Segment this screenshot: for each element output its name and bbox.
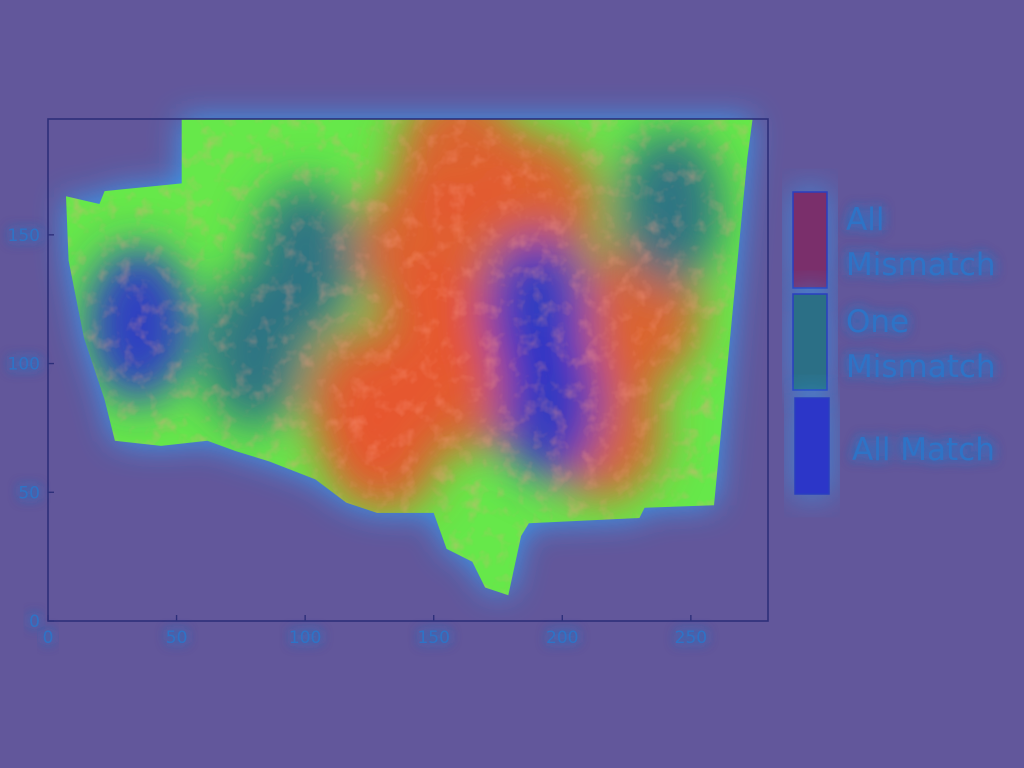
x-tick-label: 150 <box>417 628 449 648</box>
y-tick-label: 50 <box>18 483 40 503</box>
x-tick-label: 250 <box>675 628 707 648</box>
heatmap-texture <box>66 119 753 596</box>
legend: All Mismatch One Mismatch All Match <box>790 189 996 497</box>
legend-swatch <box>794 397 830 495</box>
legend-label: Mismatch <box>846 247 996 283</box>
y-tick-label: 100 <box>8 355 40 375</box>
axes-frame <box>47 118 769 622</box>
legend-label: Mismatch <box>846 349 996 385</box>
x-tick-label: 100 <box>289 628 321 648</box>
legend-label: All <box>846 202 884 238</box>
y-tick-label: 150 <box>8 226 40 246</box>
heatmap-surface <box>66 119 753 596</box>
x-tick-label: 0 <box>43 628 54 648</box>
x-tick-label: 200 <box>546 628 578 648</box>
x-tick-label: 50 <box>166 628 188 648</box>
legend-swatch <box>792 191 828 289</box>
y-tick-label: 0 <box>29 612 40 632</box>
legend-label: All Match <box>852 432 995 468</box>
legend-swatch <box>792 293 828 391</box>
axes: 0 50 100 150 200 250 0 50 100 150 <box>8 118 769 648</box>
legend-label: One <box>846 304 909 340</box>
